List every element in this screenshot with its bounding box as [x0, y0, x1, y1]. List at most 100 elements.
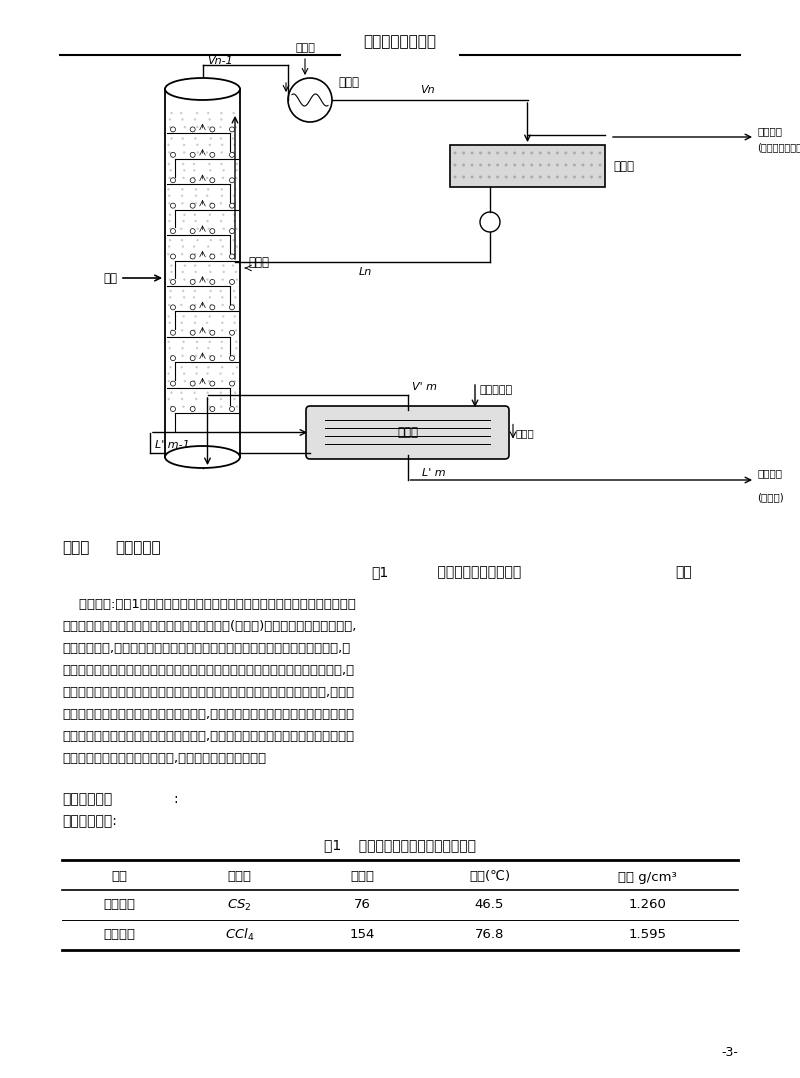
Circle shape	[182, 253, 184, 255]
Circle shape	[180, 405, 182, 407]
Circle shape	[206, 341, 209, 343]
Circle shape	[182, 271, 184, 273]
Circle shape	[222, 119, 224, 121]
Circle shape	[234, 169, 237, 171]
Circle shape	[470, 176, 474, 179]
Circle shape	[233, 202, 235, 205]
Circle shape	[479, 176, 482, 179]
Circle shape	[233, 290, 235, 292]
Circle shape	[556, 164, 559, 166]
Circle shape	[222, 355, 224, 357]
Circle shape	[207, 151, 210, 154]
Circle shape	[220, 264, 222, 266]
Circle shape	[207, 253, 210, 255]
Circle shape	[170, 279, 175, 285]
Text: 密度 g/cm³: 密度 g/cm³	[618, 871, 677, 884]
Circle shape	[182, 321, 184, 324]
Circle shape	[206, 126, 209, 128]
Circle shape	[547, 164, 550, 166]
Circle shape	[169, 296, 171, 299]
Circle shape	[233, 126, 235, 128]
Circle shape	[170, 406, 175, 412]
Circle shape	[181, 202, 183, 205]
Text: 简图: 简图	[675, 565, 692, 579]
Circle shape	[219, 367, 222, 369]
Circle shape	[221, 405, 223, 407]
Circle shape	[210, 178, 215, 183]
Circle shape	[230, 127, 234, 132]
FancyBboxPatch shape	[450, 146, 605, 186]
Circle shape	[222, 163, 225, 165]
Circle shape	[194, 177, 197, 179]
Circle shape	[232, 341, 234, 343]
Circle shape	[496, 164, 499, 166]
Circle shape	[221, 271, 223, 273]
Circle shape	[190, 279, 195, 285]
Circle shape	[196, 112, 198, 114]
Circle shape	[190, 229, 195, 234]
Circle shape	[194, 381, 197, 383]
Bar	[165, 89, 240, 457]
Circle shape	[184, 246, 186, 248]
Circle shape	[210, 305, 215, 309]
Circle shape	[170, 151, 173, 154]
Circle shape	[182, 112, 184, 114]
Circle shape	[210, 406, 215, 412]
Circle shape	[233, 372, 235, 375]
Circle shape	[208, 321, 210, 324]
Circle shape	[235, 253, 238, 255]
Circle shape	[590, 176, 593, 179]
Text: 设计及说明: 设计及说明	[115, 540, 161, 555]
Circle shape	[170, 330, 175, 335]
Circle shape	[206, 220, 209, 222]
Text: 降液管: 降液管	[248, 257, 269, 270]
Circle shape	[488, 176, 490, 179]
Text: 产生上升蒸汽,依次通过各层塔板。塔顶蒸汽进入冷凝器中全部冷凝或部分冷凝,然: 产生上升蒸汽,依次通过各层塔板。塔顶蒸汽进入冷凝器中全部冷凝或部分冷凝,然	[62, 642, 350, 655]
Circle shape	[230, 406, 234, 412]
Circle shape	[233, 321, 235, 324]
Circle shape	[169, 253, 171, 255]
Circle shape	[194, 405, 196, 407]
Circle shape	[222, 278, 224, 280]
Circle shape	[479, 164, 482, 166]
Circle shape	[190, 203, 195, 208]
Text: 分子式: 分子式	[227, 871, 251, 884]
Circle shape	[454, 152, 457, 154]
Circle shape	[556, 152, 559, 154]
Circle shape	[190, 254, 195, 259]
Circle shape	[208, 213, 210, 216]
Circle shape	[195, 202, 198, 205]
Circle shape	[547, 176, 550, 179]
Circle shape	[167, 381, 170, 383]
Circle shape	[220, 169, 222, 171]
Circle shape	[169, 246, 171, 248]
Circle shape	[207, 296, 210, 299]
Circle shape	[168, 163, 170, 165]
Circle shape	[210, 127, 215, 132]
Text: $CCl_4$: $CCl_4$	[225, 927, 254, 943]
Text: Vn: Vn	[420, 85, 434, 95]
Circle shape	[233, 398, 235, 400]
Text: Vn-1: Vn-1	[207, 56, 234, 66]
Circle shape	[210, 246, 212, 248]
Circle shape	[181, 137, 183, 140]
Text: 加热水蒸汽: 加热水蒸汽	[480, 385, 513, 395]
Circle shape	[170, 356, 175, 361]
Circle shape	[183, 169, 186, 171]
Text: 比如流量计、温度计和压力表等,以测量物流的各项参数。: 比如流量计、温度计和压力表等,以测量物流的各项参数。	[62, 752, 266, 765]
Circle shape	[194, 304, 197, 306]
Circle shape	[222, 227, 224, 230]
Circle shape	[168, 169, 170, 171]
Circle shape	[193, 137, 195, 140]
Circle shape	[208, 304, 210, 306]
Circle shape	[230, 305, 234, 309]
Circle shape	[182, 264, 184, 266]
Circle shape	[182, 119, 185, 121]
Circle shape	[208, 315, 210, 318]
Circle shape	[233, 227, 235, 230]
Circle shape	[538, 164, 542, 166]
Circle shape	[210, 278, 212, 280]
Text: 中的情况及时发现问题和采取相应的措施,常在流程中的适当位置设置必要的仪表。: 中的情况及时发现问题和采取相应的措施,常在流程中的适当位置设置必要的仪表。	[62, 730, 354, 743]
Text: (或残液): (或残液)	[757, 492, 784, 502]
Text: L' m-1: L' m-1	[155, 440, 190, 450]
